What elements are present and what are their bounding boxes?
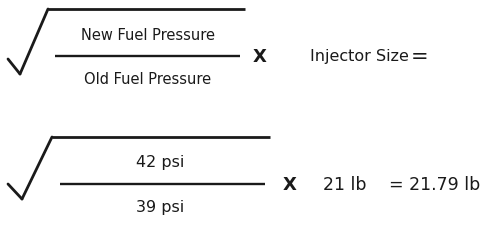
Text: X: X bbox=[283, 175, 297, 193]
Text: Old Fuel Pressure: Old Fuel Pressure bbox=[84, 72, 212, 87]
Text: 39 psi: 39 psi bbox=[136, 200, 184, 215]
Text: =: = bbox=[411, 47, 429, 67]
Text: 42 psi: 42 psi bbox=[136, 154, 184, 169]
Text: New Fuel Pressure: New Fuel Pressure bbox=[81, 28, 215, 42]
Text: X: X bbox=[253, 48, 267, 66]
Text: 21 lb: 21 lb bbox=[323, 175, 367, 193]
Text: = 21.79 lb: = 21.79 lb bbox=[390, 175, 480, 193]
Text: Injector Size: Injector Size bbox=[310, 49, 409, 64]
